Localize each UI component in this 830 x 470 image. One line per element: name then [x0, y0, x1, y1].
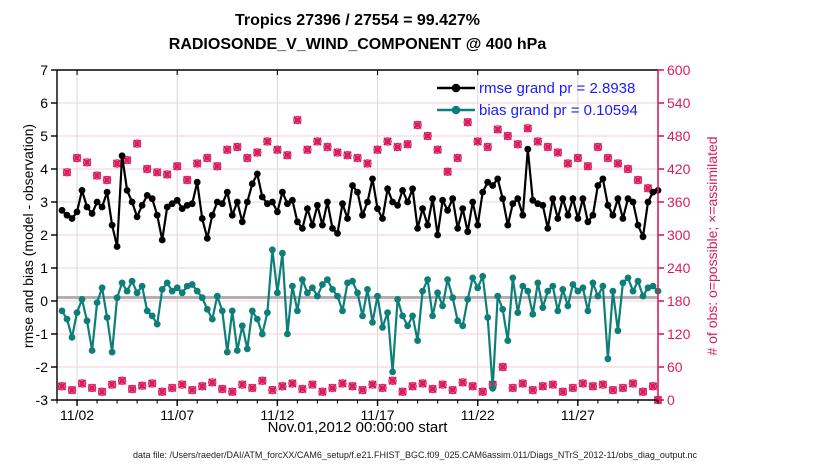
- y-axis-left-ticks: 7 6 5 4 3 2 1 0 -1 -2 -3: [36, 62, 57, 408]
- datafile-path: data file: /Users/raeder/DAI/ATM_forcXX/…: [133, 450, 697, 460]
- y-tick-label-right: 180: [667, 293, 691, 309]
- y-tick-label-left: 5: [40, 128, 48, 144]
- gridlines: [57, 70, 658, 400]
- x-tick-label: 11/22: [461, 407, 495, 423]
- x-tick-label: 11/27: [561, 407, 595, 423]
- x-tick-label: 11/02: [60, 407, 94, 423]
- y-tick-label-left: 0: [40, 293, 48, 309]
- y-tick-label-left: -3: [36, 392, 49, 408]
- y-tick-label-right: 600: [667, 62, 691, 78]
- x-tick-label: 11/17: [361, 407, 395, 423]
- y-tick-label-left: -2: [36, 359, 49, 375]
- y-tick-label-left: 3: [40, 194, 48, 210]
- legend-label-rmse: rmse grand pr = 2.8938: [479, 79, 636, 97]
- y-tick-label-left: 6: [40, 95, 48, 111]
- y-tick-label-right: 240: [667, 260, 691, 276]
- title-variable: RADIOSONDE_V_WIND_COMPONENT @ 400 hPa: [168, 36, 547, 53]
- rmse-series: [58, 145, 662, 250]
- x-axis-ticks: 11/02 11/07 11/12 11/17 11/22 11/27: [56, 70, 659, 423]
- y-tick-label-right: 0: [667, 392, 675, 408]
- y-tick-label-left: -1: [36, 326, 49, 342]
- title-counts: Tropics 27396 / 27554 = 99.427%: [234, 12, 481, 29]
- bias-series: [58, 246, 662, 392]
- obs-count-markers: [57, 115, 663, 405]
- y-tick-label-right: 540: [667, 95, 691, 111]
- y-tick-label-right: 420: [667, 161, 691, 177]
- y-tick-label-left: 1: [40, 260, 48, 276]
- y-tick-label-left: 4: [40, 161, 48, 177]
- legend-marker-rmse-icon: [437, 83, 475, 93]
- legend-label-bias: bias grand pr = 0.10594: [479, 101, 638, 119]
- y-axis-label-left: rmse and bias (model - observation): [20, 123, 36, 349]
- y-tick-label-right: 360: [667, 194, 691, 210]
- legend-entry-rmse: rmse grand pr = 2.8938: [437, 77, 638, 99]
- legend: rmse grand pr = 2.8938 bias grand pr = 0…: [437, 77, 638, 121]
- x-tick-label: 11/07: [160, 407, 194, 423]
- y-axis-label-right: # of obs: o=possible; ×=assimilated: [704, 136, 720, 356]
- y-tick-label-left: 2: [40, 227, 48, 243]
- x-tick-label: 11/12: [260, 407, 294, 423]
- x-axis-label: Nov.01,2012 00:00:00 start: [267, 419, 448, 436]
- legend-entry-bias: bias grand pr = 0.10594: [437, 99, 638, 121]
- y-tick-label-right: 300: [667, 227, 691, 243]
- y-tick-label-left: 7: [40, 62, 48, 78]
- y-tick-label-right: 120: [667, 326, 691, 342]
- legend-marker-bias-icon: [437, 105, 475, 115]
- y-tick-label-right: 60: [667, 359, 683, 375]
- y-tick-label-right: 480: [667, 128, 691, 144]
